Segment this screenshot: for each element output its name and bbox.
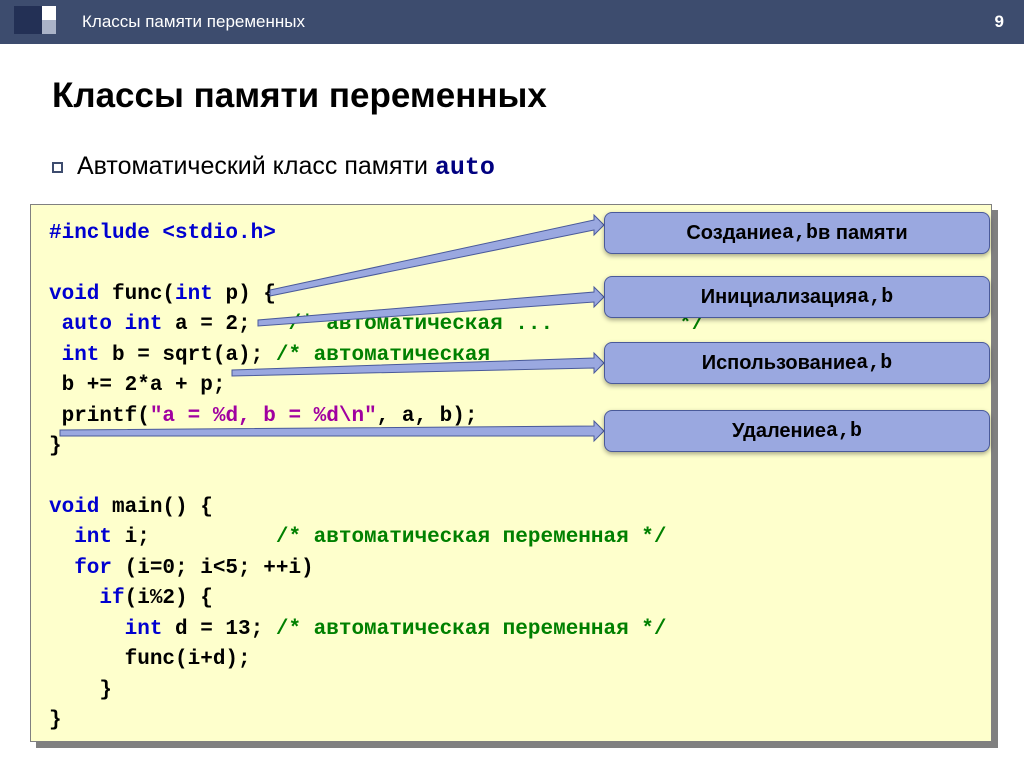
callout-init: Инициализация a,b — [604, 276, 990, 318]
bullet-icon — [52, 162, 63, 173]
bullet-row: Автоматический класс памяти auto — [52, 152, 495, 182]
header-title: Классы памяти переменных — [82, 12, 305, 32]
callout-delete: Удаление a,b — [604, 410, 990, 452]
header-bar: Классы памяти переменных 9 — [0, 0, 1024, 44]
slide-title: Классы памяти переменных — [52, 76, 547, 116]
callout-use: Использование a,b — [604, 342, 990, 384]
bullet-text: Автоматический класс памяти auto — [77, 152, 495, 182]
header-logo — [0, 0, 70, 44]
callout-create: Создание a,b в памяти — [604, 212, 990, 254]
page-number: 9 — [995, 12, 1004, 32]
